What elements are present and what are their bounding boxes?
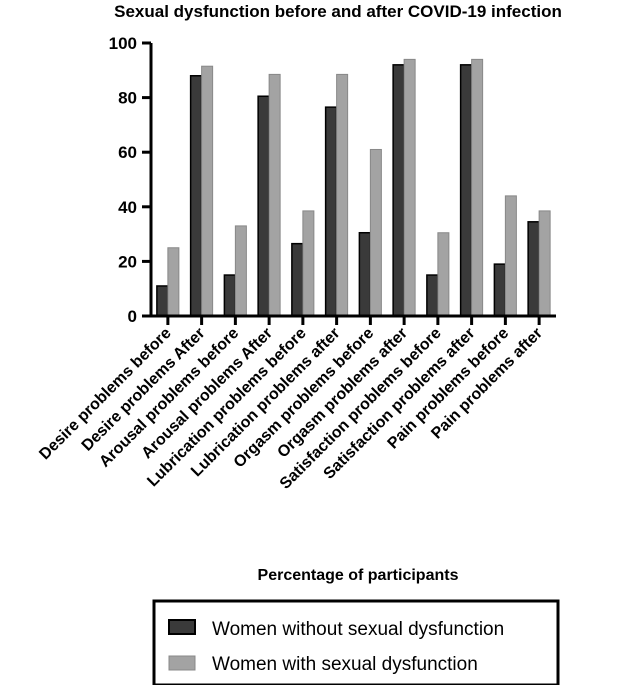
bar-with-7 <box>403 58 416 317</box>
bar-with-8 <box>437 232 450 317</box>
legend-label-series-0: Women without sexual dysfunction <box>212 619 504 640</box>
bar-with-3 <box>268 73 281 317</box>
bar-without-4 <box>291 242 304 317</box>
bar-with-9 <box>471 58 484 317</box>
legend: Women without sexual dysfunction Women w… <box>152 599 560 685</box>
legend-swatch-series-1 <box>168 655 196 671</box>
bar-with-10 <box>504 195 517 317</box>
bar-without-3 <box>257 95 270 317</box>
y-tick-label: 60 <box>118 143 137 162</box>
bar-with-0 <box>167 247 180 317</box>
bar-without-1 <box>189 75 203 317</box>
y-tick-label: 100 <box>109 34 137 53</box>
x-axis-label: Percentage of participants <box>258 567 459 584</box>
bar-without-9 <box>459 64 473 317</box>
bar-without-7 <box>392 64 405 317</box>
legend-swatch-series-0 <box>168 619 196 635</box>
bar-without-0 <box>156 285 169 317</box>
bar-with-6 <box>369 148 382 317</box>
bar-with-2 <box>234 225 247 317</box>
y-axis: 0 20 40 60 80 100 <box>109 34 153 326</box>
bar-with-5 <box>336 73 349 317</box>
chart-title: Sexual dysfunction before and after COVI… <box>114 2 562 21</box>
y-tick-label: 20 <box>118 252 137 271</box>
bar-with-1 <box>201 65 214 317</box>
bar-with-11 <box>538 210 551 317</box>
bar-with-4 <box>302 210 315 317</box>
y-tick-label: 0 <box>128 307 137 326</box>
bar-without-5 <box>324 106 338 317</box>
bar-without-8 <box>426 274 439 317</box>
legend-label-series-1: Women with sexual dysfunction <box>212 654 478 675</box>
bar-without-10 <box>493 263 507 317</box>
bar-without-6 <box>358 231 372 317</box>
bar-without-11 <box>527 221 540 317</box>
bar-without-2 <box>223 274 237 317</box>
legend-box <box>152 599 560 685</box>
y-tick-label: 80 <box>118 89 137 108</box>
bars <box>156 58 551 317</box>
y-tick-label: 40 <box>118 198 137 217</box>
